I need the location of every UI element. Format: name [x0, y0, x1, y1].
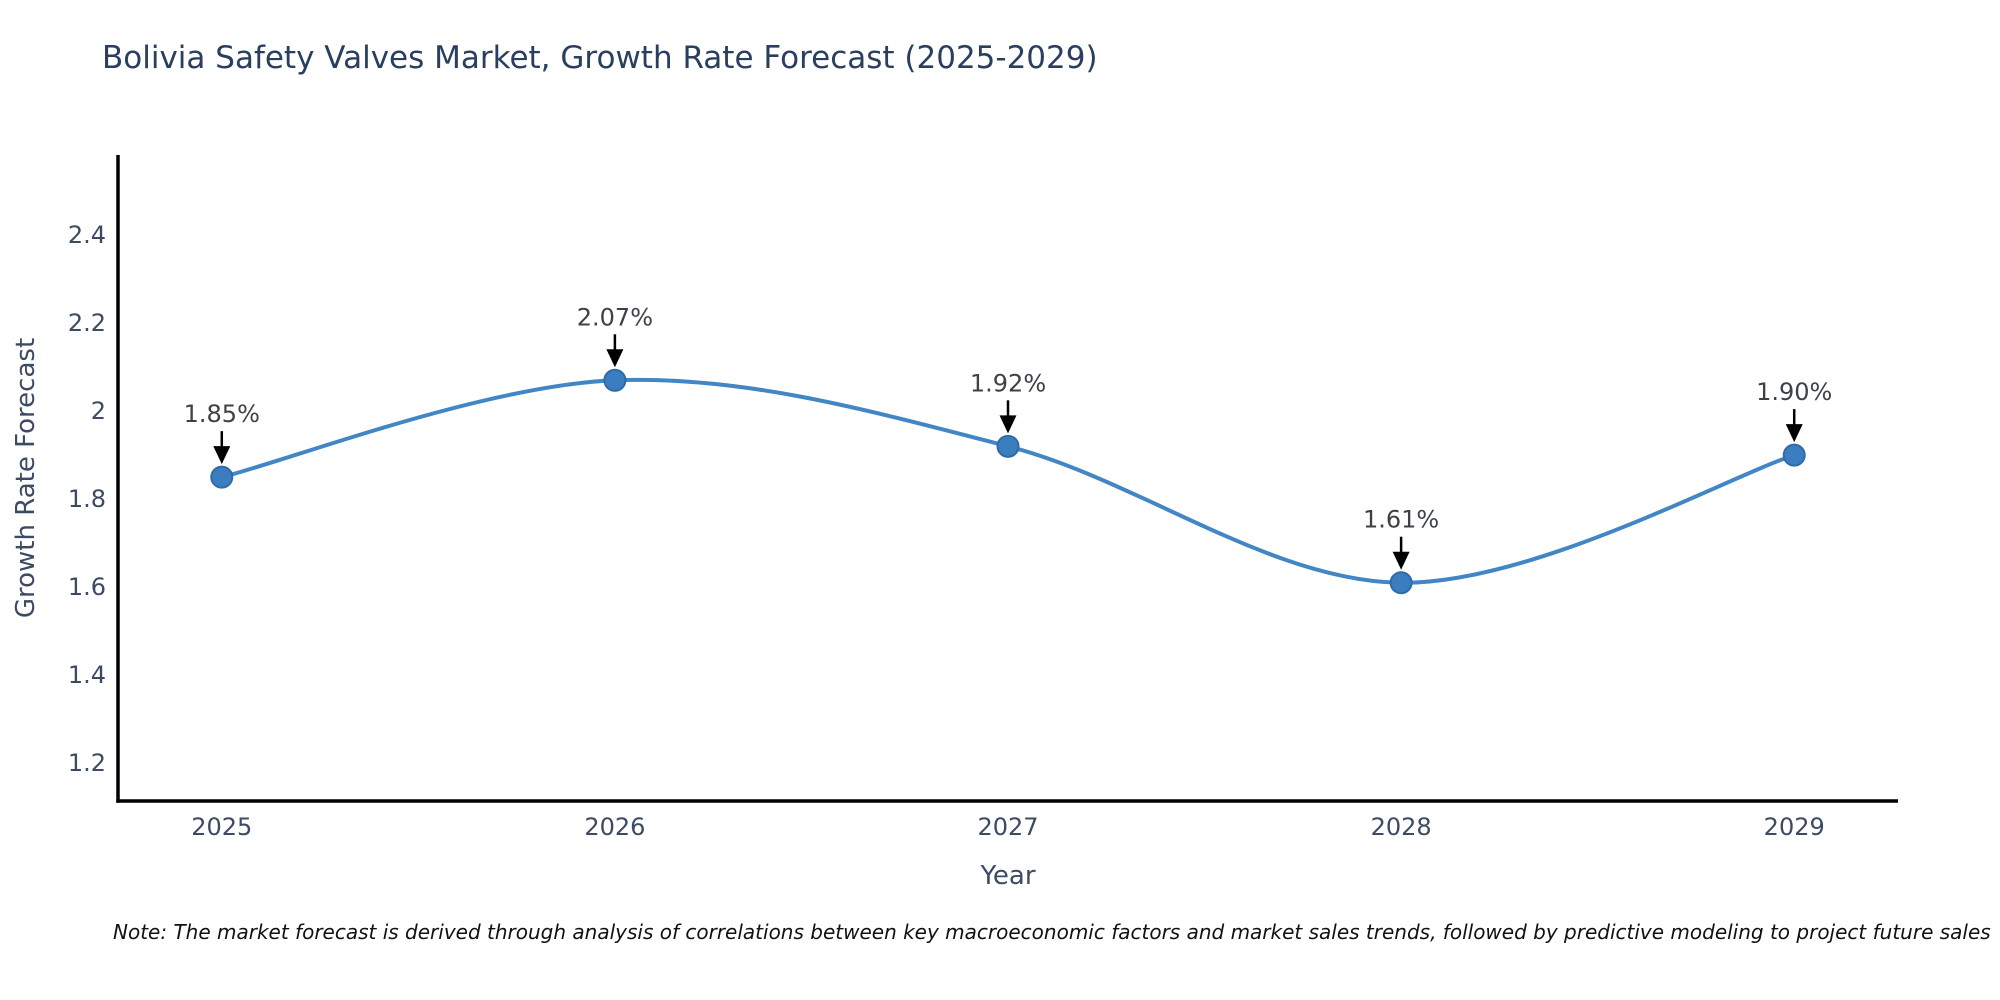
data-point-2027[interactable]	[996, 434, 1020, 458]
annotation-arrowhead-icon	[1392, 551, 1410, 570]
data-point-2028[interactable]	[1389, 571, 1413, 595]
annotation-arrowhead-icon	[213, 446, 231, 465]
x-tick-label: 2029	[1764, 813, 1825, 841]
chart-title: Bolivia Safety Valves Market, Growth Rat…	[102, 40, 1098, 76]
annotation-arrowhead-icon	[999, 415, 1017, 434]
y-tick-label: 1.8	[68, 485, 106, 513]
y-axis-title: Growth Rate Forecast	[11, 338, 41, 618]
data-point-label: 2.07%	[577, 303, 653, 331]
data-point-2026[interactable]	[603, 368, 627, 392]
data-point-label: 1.92%	[970, 369, 1046, 397]
y-tick-label: 2.2	[68, 309, 106, 337]
data-point-2025[interactable]	[210, 465, 234, 489]
data-point-label: 1.90%	[1756, 378, 1832, 406]
data-point-2029[interactable]	[1782, 443, 1806, 467]
annotation-arrowhead-icon	[1785, 424, 1803, 443]
x-axis-title: Year	[979, 861, 1035, 891]
annotation-arrowhead-icon	[606, 349, 624, 368]
y-tick-label: 2	[91, 397, 106, 425]
footnote: Note: The market forecast is derived thr…	[113, 920, 1991, 944]
x-tick-label: 2028	[1371, 813, 1432, 841]
y-tick-label: 2.4	[68, 221, 106, 249]
y-tick-label: 1.4	[68, 661, 106, 689]
y-tick-label: 1.6	[68, 573, 106, 601]
y-tick-label: 1.2	[68, 749, 106, 777]
data-point-label: 1.61%	[1363, 506, 1439, 534]
x-tick-label: 2025	[191, 813, 252, 841]
x-tick-label: 2026	[584, 813, 645, 841]
x-tick-label: 2027	[977, 813, 1038, 841]
data-point-label: 1.85%	[184, 400, 260, 428]
